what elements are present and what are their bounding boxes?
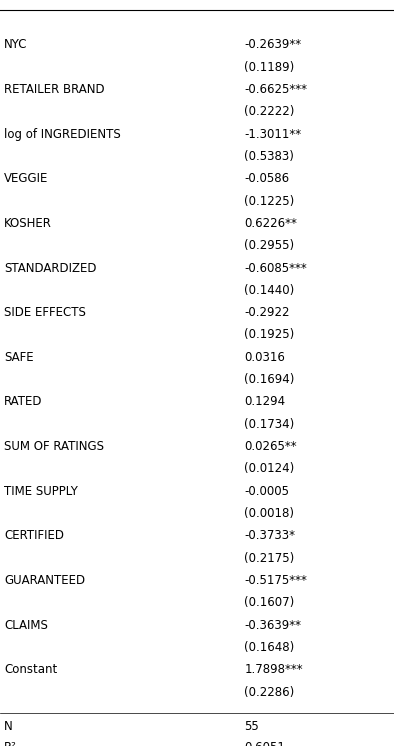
Text: (0.2955): (0.2955) [244,239,294,252]
Text: (0.1925): (0.1925) [244,328,295,342]
Text: (0.5383): (0.5383) [244,150,294,163]
Text: -0.6085***: -0.6085*** [244,262,307,275]
Text: -0.0005: -0.0005 [244,485,289,498]
Text: -0.3733*: -0.3733* [244,530,295,542]
Text: -0.5175***: -0.5175*** [244,574,307,587]
Text: GUARANTEED: GUARANTEED [4,574,85,587]
Text: 1.7898***: 1.7898*** [244,663,303,676]
Text: 0.6226**: 0.6226** [244,217,297,230]
Text: NYC: NYC [4,38,28,51]
Text: -0.2922: -0.2922 [244,306,290,319]
Text: -0.0586: -0.0586 [244,172,290,185]
Text: log of INGREDIENTS: log of INGREDIENTS [4,128,121,141]
Text: (0.1734): (0.1734) [244,418,295,430]
Text: (0.1607): (0.1607) [244,596,295,609]
Text: (0.1648): (0.1648) [244,641,295,654]
Text: 0.1294: 0.1294 [244,395,285,408]
Text: (0.2175): (0.2175) [244,551,295,565]
Text: (0.1225): (0.1225) [244,195,295,207]
Text: -0.2639**: -0.2639** [244,38,301,51]
Text: RETAILER BRAND: RETAILER BRAND [4,83,104,96]
Text: (0.1189): (0.1189) [244,60,295,74]
Text: 0.0265**: 0.0265** [244,440,297,453]
Text: STANDARDIZED: STANDARDIZED [4,262,97,275]
Text: (0.1440): (0.1440) [244,283,295,297]
Text: 55: 55 [244,720,259,733]
Text: CERTIFIED: CERTIFIED [4,530,64,542]
Text: KOSHER: KOSHER [4,217,52,230]
Text: -0.6625***: -0.6625*** [244,83,307,96]
Text: (0.2222): (0.2222) [244,105,295,119]
Text: SIDE EFFECTS: SIDE EFFECTS [4,306,86,319]
Text: -0.3639**: -0.3639** [244,618,301,632]
Text: CLAIMS: CLAIMS [4,618,48,632]
Text: 0.0316: 0.0316 [244,351,285,364]
Text: (0.1694): (0.1694) [244,373,295,386]
Text: 0.6051: 0.6051 [244,741,285,746]
Text: VEGGIE: VEGGIE [4,172,48,185]
Text: (0.0124): (0.0124) [244,463,295,475]
Text: -1.3011**: -1.3011** [244,128,301,141]
Text: (0.2286): (0.2286) [244,686,295,698]
Text: Constant: Constant [4,663,57,676]
Text: TIME SUPPLY: TIME SUPPLY [4,485,78,498]
Text: R²: R² [4,741,17,746]
Text: N: N [4,720,13,733]
Text: RATED: RATED [4,395,43,408]
Text: (0.0018): (0.0018) [244,507,294,520]
Text: SUM OF RATINGS: SUM OF RATINGS [4,440,104,453]
Text: SAFE: SAFE [4,351,33,364]
